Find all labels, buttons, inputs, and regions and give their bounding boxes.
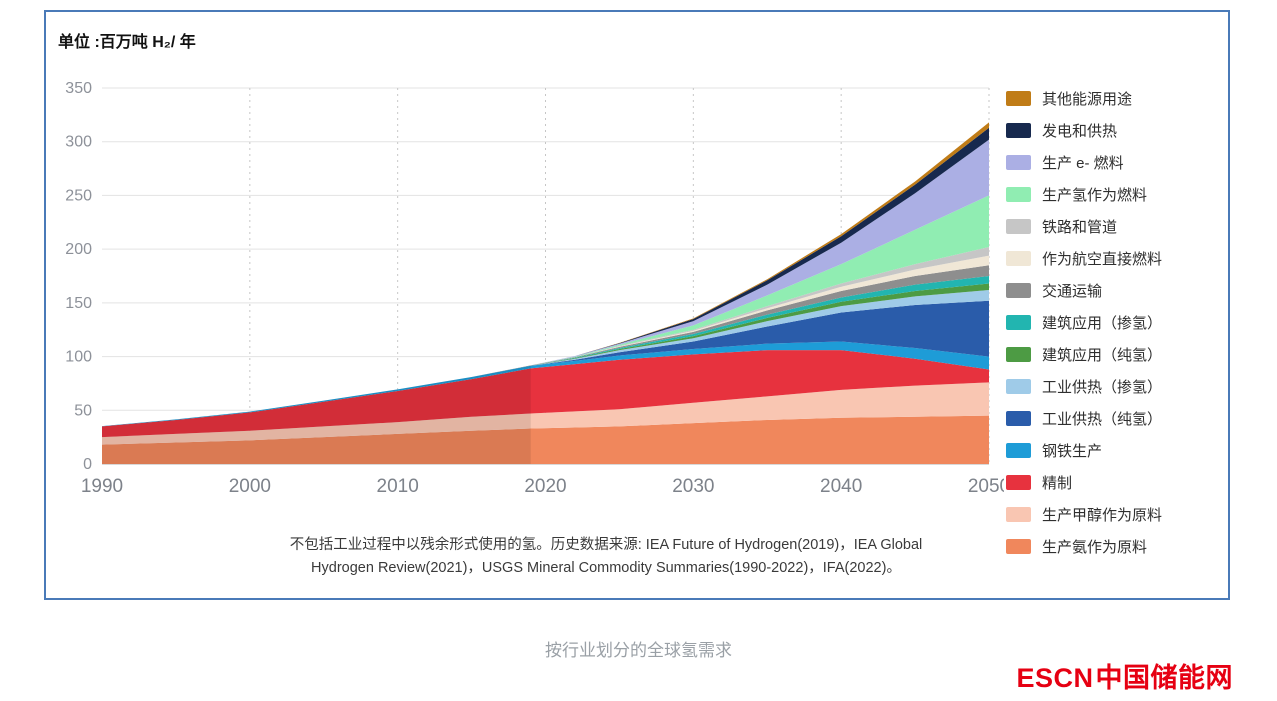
svg-text:2000: 2000	[229, 476, 271, 497]
legend-swatch	[1006, 155, 1031, 170]
legend-item: 工业供热（掺氢）	[1006, 376, 1162, 397]
chart-unit-title: 单位 :百万吨 H₂/ 年	[58, 34, 196, 51]
svg-text:100: 100	[65, 349, 92, 366]
legend-swatch	[1006, 347, 1031, 362]
legend-label: 作为航空直接燃料	[1042, 251, 1163, 268]
legend-swatch	[1006, 475, 1031, 490]
svg-text:0: 0	[83, 456, 92, 473]
legend-swatch	[1006, 123, 1031, 138]
legend-item: 铁路和管道	[1006, 216, 1162, 237]
svg-text:2030: 2030	[672, 476, 714, 497]
legend-item: 钢铁生产	[1006, 440, 1162, 461]
svg-text:2050: 2050	[968, 476, 1004, 497]
legend-label: 其他能源用途	[1042, 91, 1133, 108]
legend-label: 发电和供热	[1042, 123, 1118, 140]
legend-item: 生产氢作为燃料	[1006, 184, 1162, 205]
legend-swatch	[1006, 507, 1031, 522]
legend-swatch	[1006, 283, 1031, 298]
chart-legend: 其他能源用途 发电和供热生产 e- 燃料生产氢作为燃料 铁路和管道作为航空直接燃料交…	[1006, 88, 1162, 557]
svg-text:2040: 2040	[820, 476, 862, 497]
legend-label: 生产 e- 燃料	[1042, 155, 1124, 172]
escn-logo-zh: 中国储能网	[1095, 663, 1233, 693]
legend-item: 其他能源用途	[1006, 88, 1162, 109]
chart-card: 单位 :百万吨 H₂/ 年 0 50 100 150 200 250 300 350 1990 2…	[44, 10, 1230, 600]
chart-footnote: 不包括工业过程中以残余形式使用的氢。历史数据来源: IEA Future of …	[106, 534, 1106, 580]
legend-label: 精制	[1042, 475, 1073, 492]
legend-item: 生产甲醇作为原料	[1006, 504, 1162, 525]
legend-label: 工业供热（掺氢）	[1042, 379, 1163, 396]
legend-item: 作为航空直接燃料	[1006, 248, 1162, 269]
svg-text:300: 300	[65, 134, 92, 151]
legend-item: 生产 e- 燃料	[1006, 152, 1162, 173]
legend-swatch	[1006, 539, 1031, 554]
legend-label: 铁路和管道	[1042, 219, 1118, 236]
legend-swatch	[1006, 411, 1031, 426]
legend-label: 生产氨作为原料	[1042, 539, 1148, 556]
legend-item: 建筑应用（掺氢）	[1006, 312, 1162, 333]
svg-text:150: 150	[65, 295, 92, 312]
svg-text:250: 250	[65, 187, 92, 204]
legend-label: 交通运输	[1042, 283, 1103, 300]
svg-text:2020: 2020	[524, 476, 566, 497]
legend-swatch	[1006, 379, 1031, 394]
legend-label: 生产氢作为燃料	[1042, 187, 1148, 204]
legend-label: 生产甲醇作为原料	[1042, 507, 1163, 524]
svg-text:200: 200	[65, 241, 92, 258]
footnote-line-2: Hydrogen Review(2021)，USGS Mineral Commo…	[311, 560, 901, 577]
legend-swatch	[1006, 91, 1031, 106]
legend-swatch	[1006, 443, 1031, 458]
legend-item: 建筑应用（纯氢）	[1006, 344, 1162, 365]
legend-item: 精制	[1006, 472, 1162, 493]
legend-label: 建筑应用（掺氢）	[1042, 315, 1163, 332]
legend-label: 钢铁生产	[1042, 443, 1103, 460]
legend-item: 发电和供热	[1006, 120, 1162, 141]
svg-text:2010: 2010	[377, 476, 419, 497]
legend-swatch	[1006, 219, 1031, 234]
legend-swatch	[1006, 187, 1031, 202]
legend-item: 工业供热（纯氢）	[1006, 408, 1162, 429]
legend-swatch	[1006, 315, 1031, 330]
svg-text:350: 350	[65, 80, 92, 97]
footnote-line-1: 不包括工业过程中以残余形式使用的氢。历史数据来源: IEA Future of …	[289, 537, 923, 553]
legend-label: 工业供热（纯氢）	[1042, 411, 1163, 428]
svg-text:50: 50	[74, 402, 92, 419]
legend-label: 建筑应用（纯氢）	[1042, 347, 1163, 364]
legend-item: 生产氨作为原料	[1006, 536, 1162, 557]
hydrogen-demand-stacked-area-chart: 0 50 100 150 200 250 300 350 1990 2000 2010 2020 203…	[65, 80, 1004, 497]
figure-caption: 按行业划分的全球氢需求	[545, 641, 732, 660]
escn-logo-en: ESCN	[1016, 663, 1094, 693]
legend-swatch	[1006, 251, 1031, 266]
escn-logo: ESCN中国储能网	[1016, 656, 1233, 695]
legend-item: 交通运输	[1006, 280, 1162, 301]
svg-text:1990: 1990	[81, 476, 123, 497]
